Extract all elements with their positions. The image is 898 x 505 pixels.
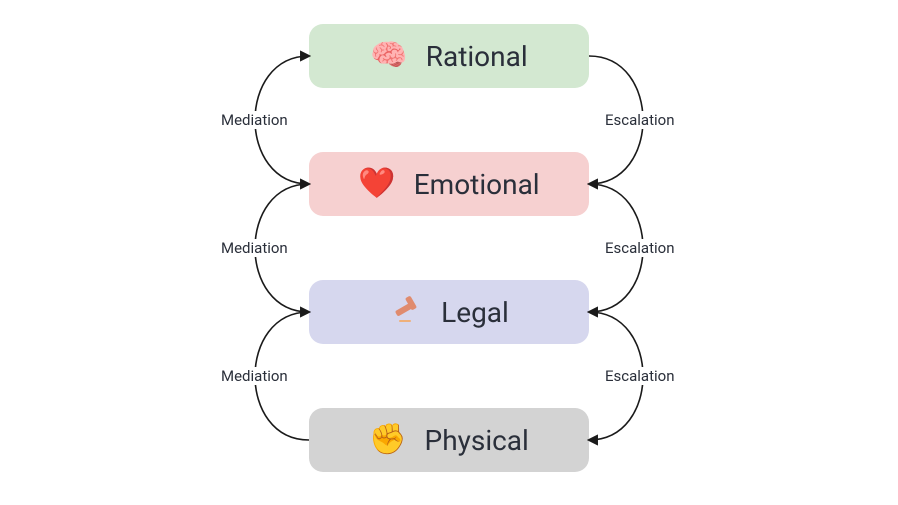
edge-label: Escalation (605, 111, 674, 129)
edge-label: Escalation (605, 239, 674, 257)
node-label: Physical (425, 424, 529, 457)
edge-label: Mediation (221, 111, 288, 129)
node-label: Rational (426, 40, 528, 73)
node-label: Legal (441, 296, 509, 329)
node-legal: Legal (309, 280, 589, 344)
fist-icon: ✊ (369, 425, 406, 455)
edge-label: Mediation (221, 367, 288, 385)
edge-label: Escalation (605, 367, 674, 385)
node-physical: ✊ Physical (309, 408, 589, 472)
gavel-icon (389, 292, 423, 332)
node-label: Emotional (414, 168, 540, 201)
node-emotional: ❤️ Emotional (309, 152, 589, 216)
node-rational: 🧠 Rational (309, 24, 589, 88)
heart-icon: ❤️ (358, 169, 395, 199)
brain-icon: 🧠 (370, 41, 407, 71)
edge-label: Mediation (221, 239, 288, 257)
